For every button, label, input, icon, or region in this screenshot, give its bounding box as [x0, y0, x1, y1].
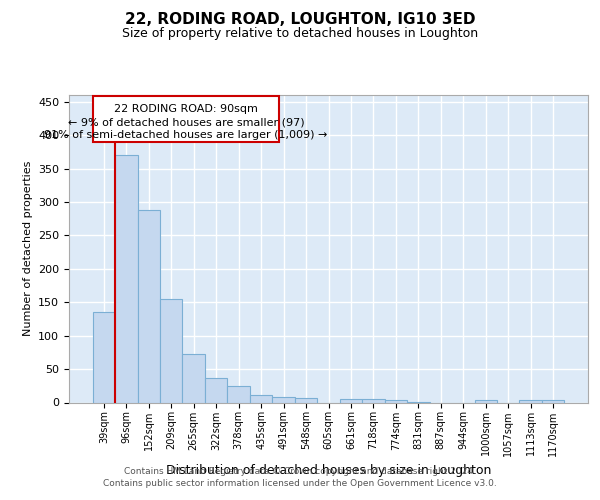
Text: Contains public sector information licensed under the Open Government Licence v3: Contains public sector information licen…	[103, 478, 497, 488]
Text: 22 RODING ROAD: 90sqm: 22 RODING ROAD: 90sqm	[114, 104, 258, 114]
Bar	[272, 397, 295, 402]
Text: 91% of semi-detached houses are larger (1,009) →: 91% of semi-detached houses are larger (…	[44, 130, 328, 140]
Text: ← 9% of detached houses are smaller (97): ← 9% of detached houses are smaller (97)	[68, 118, 304, 128]
Bar	[115, 155, 137, 402]
Bar	[160, 299, 182, 403]
Bar	[137, 210, 160, 402]
Bar	[182, 354, 205, 403]
Text: Size of property relative to detached houses in Loughton: Size of property relative to detached ho…	[122, 28, 478, 40]
Text: 22, RODING ROAD, LOUGHTON, IG10 3ED: 22, RODING ROAD, LOUGHTON, IG10 3ED	[125, 12, 475, 28]
Bar	[385, 400, 407, 402]
Bar	[250, 395, 272, 402]
Bar	[227, 386, 250, 402]
Bar	[520, 400, 542, 402]
Y-axis label: Number of detached properties: Number of detached properties	[23, 161, 32, 336]
Bar	[92, 312, 115, 402]
Bar	[92, 96, 279, 142]
Bar	[340, 399, 362, 402]
Text: Contains HM Land Registry data © Crown copyright and database right 2024.: Contains HM Land Registry data © Crown c…	[124, 467, 476, 476]
Bar	[295, 398, 317, 402]
X-axis label: Distribution of detached houses by size in Loughton: Distribution of detached houses by size …	[166, 464, 491, 477]
Bar	[475, 400, 497, 402]
Bar	[542, 400, 565, 402]
Bar	[205, 378, 227, 402]
Bar	[362, 399, 385, 402]
